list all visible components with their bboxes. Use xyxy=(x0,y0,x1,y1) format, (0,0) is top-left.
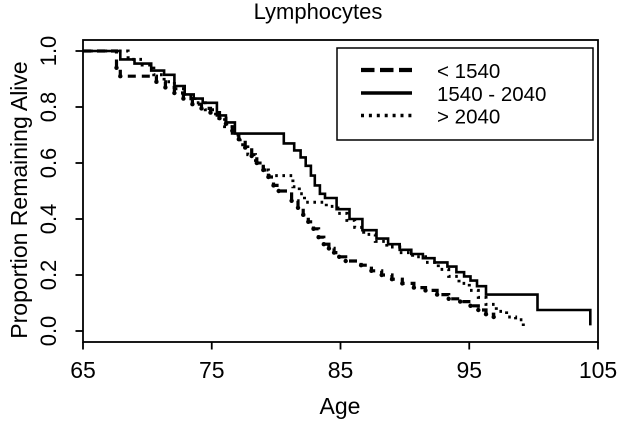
event-marker xyxy=(337,254,342,259)
event-marker xyxy=(261,167,266,173)
event-marker xyxy=(400,281,405,286)
event-marker xyxy=(379,272,384,278)
chart-title: Lymphocytes xyxy=(254,0,383,24)
survival-curve-1540 xyxy=(83,49,496,317)
event-markers-1540 xyxy=(114,65,496,320)
y-tick-label: 1.0 xyxy=(36,36,61,67)
event-marker xyxy=(423,288,428,293)
event-marker xyxy=(276,188,281,194)
event-marker xyxy=(468,303,473,308)
event-marker xyxy=(154,79,159,85)
event-marker xyxy=(230,128,235,133)
event-marker xyxy=(295,205,301,210)
event-marker xyxy=(316,235,321,240)
event-marker xyxy=(343,258,348,264)
event-marker xyxy=(491,314,496,320)
event-marker xyxy=(271,183,276,188)
x-tick-label: 65 xyxy=(70,357,96,383)
event-marker xyxy=(163,85,168,90)
event-marker xyxy=(301,212,306,217)
event-marker xyxy=(172,90,177,96)
event-marker xyxy=(389,277,395,282)
y-tick-label: 0.2 xyxy=(36,260,61,291)
event-marker xyxy=(434,292,440,297)
event-marker xyxy=(190,102,195,107)
y-tick-label: 0.4 xyxy=(36,204,61,235)
event-marker xyxy=(181,96,186,101)
legend-entry-2040: > 2040 xyxy=(361,106,500,129)
event-marker xyxy=(446,296,451,301)
y-tick-label: 0.0 xyxy=(36,316,61,347)
legend-entry-1540: < 1540 xyxy=(361,60,500,83)
x-tick-label: 95 xyxy=(456,357,482,383)
survival-curve-1540-2040 xyxy=(83,49,592,326)
event-marker xyxy=(331,250,337,255)
event-marker xyxy=(306,219,311,224)
event-marker xyxy=(458,299,463,304)
event-marker xyxy=(249,153,254,159)
event-marker xyxy=(289,198,294,203)
event-marker xyxy=(369,268,374,273)
legend-label: < 1540 xyxy=(437,60,500,83)
event-marker xyxy=(254,160,259,166)
x-tick-label: 105 xyxy=(579,357,617,383)
legend-label: > 2040 xyxy=(437,106,500,129)
event-marker xyxy=(118,74,123,79)
event-marker xyxy=(321,242,326,247)
event-marker xyxy=(483,312,489,317)
event-marker xyxy=(476,307,481,313)
legend-entry-1540-2040: 1540 - 2040 xyxy=(361,83,546,106)
event-marker xyxy=(411,285,417,290)
event-marker xyxy=(243,145,248,150)
x-axis-label: Age xyxy=(320,393,361,419)
y-tick-label: 0.6 xyxy=(36,148,61,179)
event-marker xyxy=(199,106,204,111)
event-marker xyxy=(358,263,364,268)
event-marker xyxy=(208,110,213,115)
legend-label: 1540 - 2040 xyxy=(437,83,546,106)
x-tick-label: 75 xyxy=(199,357,225,383)
y-axis-label: Proportion Remaining Alive xyxy=(6,61,32,338)
event-marker xyxy=(326,246,332,251)
event-marker xyxy=(114,65,119,71)
x-tick-label: 85 xyxy=(328,357,354,383)
y-tick-label: 0.8 xyxy=(36,92,61,123)
event-marker xyxy=(311,226,316,231)
